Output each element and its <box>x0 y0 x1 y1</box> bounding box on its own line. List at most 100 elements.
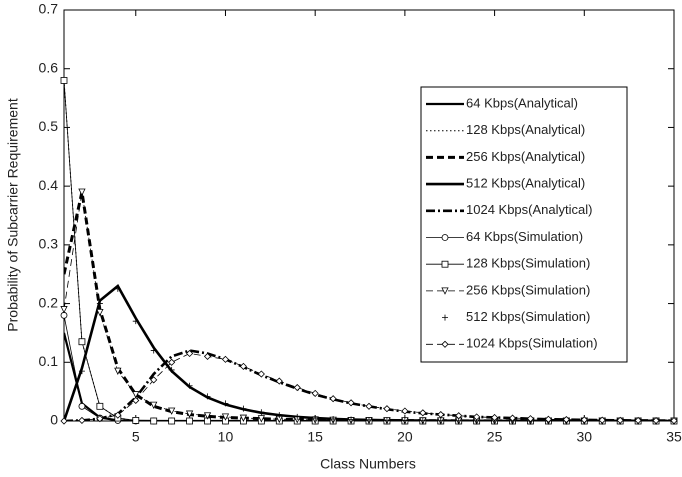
marker <box>257 415 266 423</box>
marker <box>276 412 283 419</box>
marker <box>186 417 193 425</box>
marker <box>670 417 678 425</box>
marker <box>96 415 104 423</box>
marker <box>348 416 355 423</box>
marker <box>132 318 139 325</box>
marker <box>491 413 499 422</box>
marker <box>455 412 463 420</box>
marker <box>78 368 85 375</box>
marker <box>329 395 337 403</box>
x-tick-label: 20 <box>397 429 413 445</box>
y-tick-label: 0.1 <box>39 353 59 369</box>
marker <box>203 352 212 360</box>
marker <box>598 416 606 424</box>
marker <box>294 413 301 420</box>
y-tick-label: 0.3 <box>39 236 59 252</box>
marker <box>167 407 176 415</box>
marker <box>544 415 552 423</box>
marker <box>186 382 193 389</box>
marker <box>168 417 176 425</box>
marker <box>441 287 449 295</box>
marker <box>441 340 449 348</box>
y-tick-label: 0.5 <box>39 118 59 134</box>
legend: 64 Kbps(Analytical) 128 Kbps(Analytical) 2… <box>420 86 628 363</box>
legend-label: 64 Kbps(Analytical) <box>466 95 578 110</box>
marker <box>221 355 230 363</box>
marker <box>419 409 427 417</box>
legend-label: 128 Kbps(Simulation) <box>466 256 590 271</box>
x-tick-label: 10 <box>218 429 234 445</box>
marker <box>204 393 211 400</box>
marker <box>442 314 448 321</box>
marker <box>473 413 481 421</box>
marker <box>616 416 624 424</box>
marker <box>150 376 158 384</box>
marker <box>441 234 449 241</box>
y-tick-label: 0.4 <box>39 177 59 193</box>
marker <box>150 347 157 354</box>
marker <box>275 377 283 385</box>
legend-label: 512 Kbps(Simulation) <box>466 309 590 324</box>
marker <box>311 389 319 397</box>
marker <box>257 370 265 378</box>
series-line <box>64 353 674 421</box>
marker <box>222 400 229 407</box>
marker <box>437 417 444 424</box>
marker <box>96 402 104 410</box>
marker <box>96 308 104 317</box>
y-tick-label: 0.7 <box>39 1 59 17</box>
marker <box>383 417 390 424</box>
marker <box>150 401 158 410</box>
legend-label: 256 Kbps(Simulation) <box>466 282 590 297</box>
legend-label: 64 Kbps(Simulation) <box>466 229 583 244</box>
legend-label: 128 Kbps(Analytical) <box>466 122 585 137</box>
marker <box>78 416 86 424</box>
marker <box>441 260 449 268</box>
marker <box>221 413 230 421</box>
x-tick-label: 30 <box>577 429 593 445</box>
marker <box>347 399 355 407</box>
marker <box>150 417 158 425</box>
marker <box>634 416 642 424</box>
marker <box>239 362 247 370</box>
marker <box>383 405 391 413</box>
legend-label: 256 Kbps(Analytical) <box>466 149 585 164</box>
marker <box>114 285 121 292</box>
marker <box>526 415 535 423</box>
marker <box>508 414 517 422</box>
marker <box>132 391 140 399</box>
marker <box>132 396 140 405</box>
marker <box>132 417 140 424</box>
marker <box>203 412 212 420</box>
marker <box>401 417 408 424</box>
y-tick-label: 0.2 <box>39 294 59 310</box>
marker <box>114 411 122 419</box>
marker <box>60 77 68 84</box>
marker <box>186 349 194 358</box>
marker <box>240 405 247 412</box>
marker <box>60 417 68 425</box>
marker <box>330 415 337 422</box>
marker <box>258 409 265 416</box>
x-tick-label: 35 <box>666 429 682 445</box>
marker <box>437 410 445 419</box>
legend-label: 1024 Kbps(Analytical) <box>466 202 592 217</box>
marker <box>293 383 301 392</box>
marker <box>96 300 103 307</box>
marker <box>580 416 588 424</box>
marker <box>419 417 426 424</box>
marker <box>78 402 86 410</box>
y-axis-label: Probability of Subcarrier Requirement <box>5 98 21 332</box>
series-line <box>64 191 674 421</box>
legend-label: 1024 Kbps(Simulation) <box>466 336 598 351</box>
y-tick-label: 0.6 <box>39 59 59 75</box>
marker <box>185 410 194 418</box>
marker <box>652 416 660 425</box>
marker <box>239 414 248 422</box>
marker <box>78 338 86 346</box>
legend-box <box>420 86 628 363</box>
marker <box>78 188 86 196</box>
marker <box>168 366 175 373</box>
y-tick-label: 0 <box>50 412 58 428</box>
marker <box>365 402 373 410</box>
